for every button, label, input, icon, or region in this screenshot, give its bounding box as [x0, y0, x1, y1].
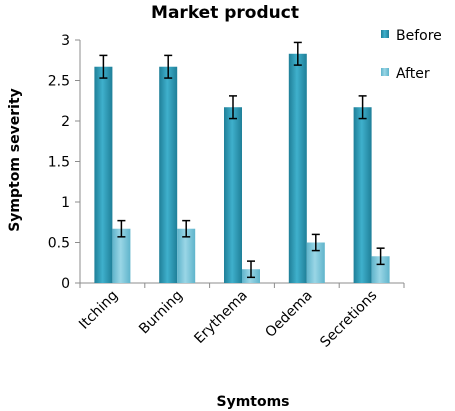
bar-before-itching	[94, 66, 113, 283]
x-tick-label: Burning	[136, 288, 186, 338]
bar-before-burning	[159, 66, 178, 283]
y-tick-label: 2	[61, 114, 70, 130]
bar-before-oedema	[288, 53, 307, 283]
legend-swatch-before	[381, 30, 389, 38]
bar-after-oedema	[306, 242, 325, 283]
bar-before-secretions	[353, 107, 372, 283]
x-axis-title: Symtoms	[216, 394, 289, 410]
bar-after-burning	[177, 228, 196, 283]
legend: Before After	[381, 28, 442, 82]
x-tick-label: Erythema	[191, 288, 250, 347]
error-bar	[358, 95, 367, 120]
x-tick-label: Secretions	[317, 288, 380, 351]
error-bar	[229, 95, 237, 120]
chart-title: Market product	[151, 3, 299, 23]
error-bar	[117, 219, 126, 238]
y-tick-label: 1	[61, 195, 70, 211]
error-bar	[247, 260, 255, 279]
error-bar	[293, 41, 302, 66]
legend-label-after: After	[396, 66, 430, 82]
error-bar	[164, 54, 173, 79]
y-tick-label: 0.5	[48, 236, 70, 252]
y-tick-label: 1.5	[48, 155, 70, 171]
bar-after-secretions	[371, 256, 390, 283]
error-bar	[311, 233, 320, 252]
error-bar	[376, 247, 385, 266]
bar-after-itching	[112, 228, 131, 283]
legend-label-before: Before	[396, 28, 442, 44]
y-tick-label: 3	[61, 33, 70, 49]
y-axis-title: Symptom severity	[7, 88, 23, 232]
legend-swatch-after	[381, 68, 389, 76]
error-bar	[99, 54, 108, 79]
y-tick-label: 0	[61, 276, 70, 292]
x-tick-label: Itching	[76, 288, 121, 333]
error-bar	[182, 219, 191, 238]
x-tick-label: Oedema	[262, 288, 315, 341]
bar-before-erythema	[224, 107, 242, 283]
y-tick-label: 2.5	[48, 74, 70, 90]
